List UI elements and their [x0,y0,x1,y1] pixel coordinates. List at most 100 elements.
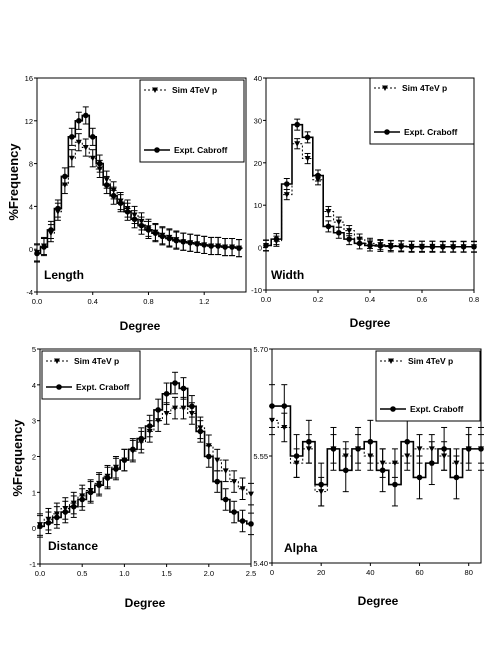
data-point [113,466,119,472]
x-tick-label: 0.2 [313,295,323,304]
data-point [248,521,254,527]
data-point [325,209,332,215]
data-point [70,503,77,510]
legend-label-sim: Sim 4TeV p [74,356,119,366]
x-tick-label: 0.0 [35,569,45,578]
legend-marker-expt [390,406,396,412]
data-point [471,243,477,250]
data-point [79,496,85,503]
data-point [138,435,145,442]
data-point [222,496,229,503]
series-expt [263,118,477,253]
data-point [146,423,153,429]
data-point [398,243,405,250]
data-point [465,446,472,452]
y-tick-label: 12 [25,117,33,126]
legend: Sim 4TeV p Expt. Craboff [375,350,481,422]
data-point [440,243,446,250]
data-point [356,240,363,247]
y-tick-label: 8 [29,160,33,169]
x-tick-label: 20 [317,568,325,577]
y-tick-label: 0 [29,245,33,254]
legend-marker-sim [152,87,158,93]
y-tick-label: 4 [32,381,36,390]
data-point [315,172,321,179]
y-tick-label: -4 [26,288,33,297]
data-point [89,155,96,162]
data-point [206,453,212,460]
chart-alpha: 5.40 5.55 5.70 0 20 40 60 80 Degree Alpha Sim 4TeV… [253,345,484,608]
x-tick-label: 0.8 [469,295,479,304]
y-tick-label: -1 [29,560,36,569]
x-tick-label: 0.0 [32,297,42,306]
data-point [180,238,187,245]
data-point [214,478,221,485]
data-point [419,243,425,250]
x-axis-label: Degree [120,319,161,333]
data-point [222,468,229,474]
data-point [163,390,170,397]
x-tick-label: 1.5 [161,569,171,578]
data-point [180,385,187,392]
data-point [163,411,170,417]
x-tick-label: 60 [415,568,423,577]
y-tick-label: -10 [251,286,262,295]
data-point [239,486,246,492]
x-tick-label: 0.4 [365,295,375,304]
data-point [304,156,311,162]
y-tick-label: 16 [25,74,33,83]
data-point [55,205,61,212]
data-point [304,134,311,141]
data-point [355,446,361,452]
data-point [172,380,178,386]
panel-label: Length [44,268,84,282]
x-tick-label: 0.0 [261,295,271,304]
data-point [121,457,128,463]
y-tick-label: 3 [32,417,36,426]
legend-marker-sim [388,358,394,364]
series-expt [34,106,243,263]
data-point [408,243,415,250]
y-tick-label: 0 [258,244,262,253]
data-point [294,141,301,147]
data-point [478,446,484,452]
data-point [441,446,447,452]
legend-marker-expt [56,384,62,390]
legend-label-expt: Expt. Craboff [404,127,458,137]
data-point [379,467,386,474]
data-point [75,139,82,146]
y-tick-label: 5.55 [253,452,268,461]
data-point [346,228,353,234]
data-point [89,134,96,140]
legend-marker-expt [154,147,160,153]
data-point [37,523,43,530]
data-point [82,112,89,119]
data-point [96,482,102,488]
data-point [180,405,187,412]
y-tick-label: 0 [32,524,36,533]
series-expt [37,371,254,538]
x-tick-label: 2.5 [246,569,256,578]
data-point [96,160,103,167]
data-point [429,243,436,250]
data-point [130,446,136,453]
data-point [239,518,246,524]
data-point [231,509,237,515]
x-tick-label: 0.8 [143,297,153,306]
data-point [450,243,457,250]
data-point [293,453,300,459]
data-point [34,250,40,257]
data-point [284,181,290,187]
series-line [266,143,474,248]
panel-label: Alpha [284,541,318,555]
data-point [197,428,204,435]
data-point [236,245,242,251]
legend-label-expt: Expt. Craboff [76,382,130,392]
y-tick-label: 5.70 [253,345,268,354]
data-point [342,467,349,474]
data-point [145,227,152,233]
legend-label-expt: Expt. Cabroff [174,145,228,155]
data-point [231,479,238,485]
data-point [155,407,161,413]
